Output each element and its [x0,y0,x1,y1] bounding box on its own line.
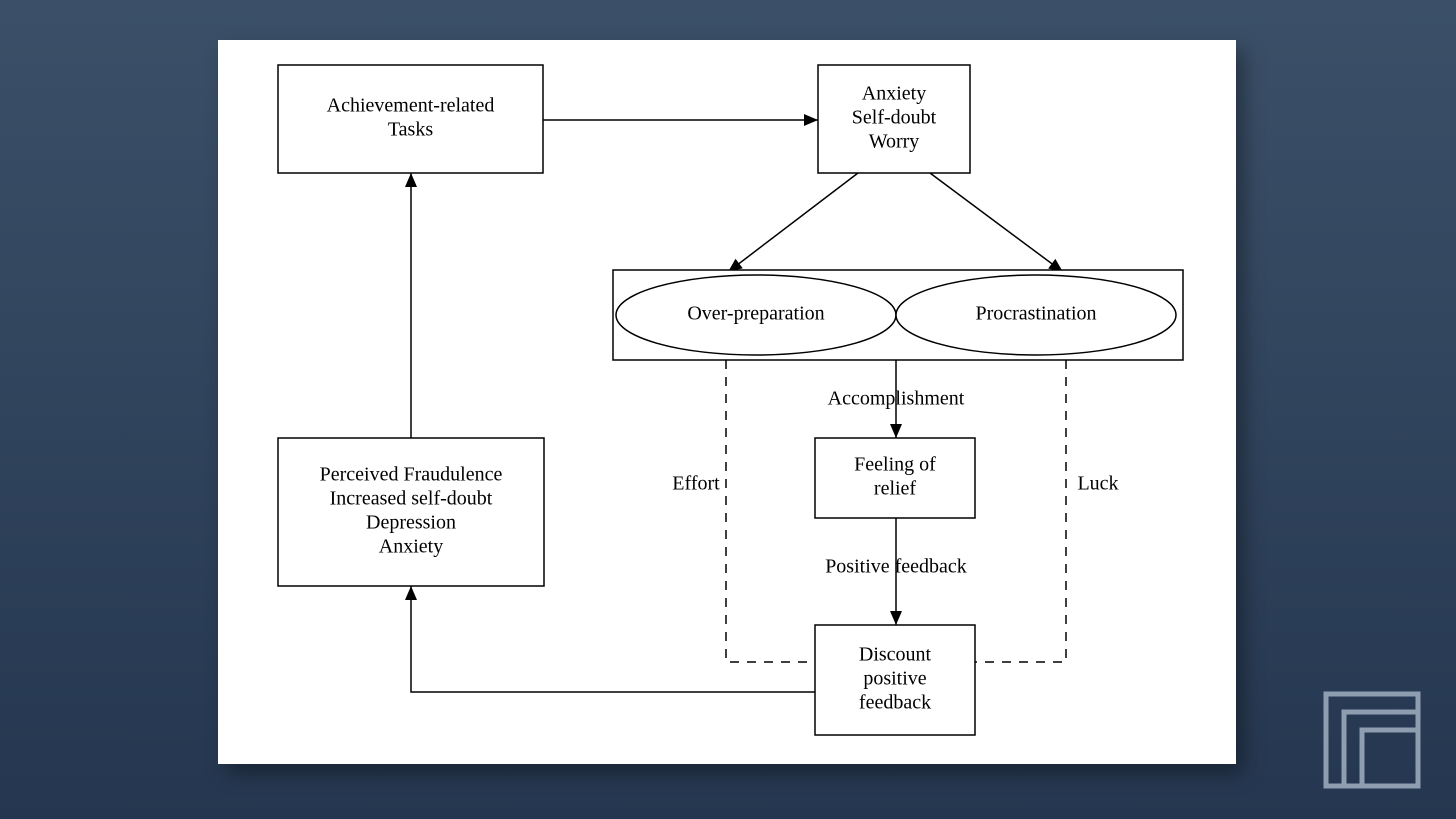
arrowhead [405,173,417,187]
edge-disc-to-fraud [411,586,815,692]
diagram-card: Achievement-relatedTasksAnxietySelf-doub… [218,40,1236,764]
node-discount-label: Discount [859,644,932,666]
edge-anxiety-dr [930,173,1063,272]
arrowhead [804,114,818,126]
edge-label: Effort [672,473,720,495]
arrowhead [890,424,902,438]
edge-anxiety-dl [728,173,858,272]
node-fraud-label: Perceived Fraudulence [320,464,503,486]
node-procr-label: Procrastination [975,303,1096,325]
node-tasks-label: Achievement-related [327,95,495,117]
edge-effort-dash [726,360,815,662]
node-overprep-label: Over-preparation [687,303,824,325]
node-discount-label: feedback [859,692,931,714]
node-anxiety-label: Self-doubt [852,107,937,129]
node-fraud-label: Increased self-doubt [330,488,493,510]
edge-label: Accomplishment [828,388,965,410]
node-fraud-label: Anxiety [379,536,443,558]
edge-label: Positive feedback [825,556,967,578]
presentation-slide: Achievement-relatedTasksAnxietySelf-doub… [0,0,1456,819]
arrowhead [890,611,902,625]
edge-label: Luck [1077,473,1118,495]
node-anxiety-label: Worry [869,131,920,153]
node-anxiety-label: Anxiety [862,83,926,105]
arrowhead [405,586,417,600]
node-relief-label: relief [874,478,917,500]
corner-logo-icon [1322,690,1422,790]
node-relief-label: Feeling of [854,454,936,476]
node-tasks-label: Tasks [388,119,433,141]
node-discount-label: positive [863,668,926,690]
edge-luck-dash [975,360,1066,662]
impostor-cycle-diagram: Achievement-relatedTasksAnxietySelf-doub… [218,40,1236,764]
node-fraud-label: Depression [366,512,456,534]
